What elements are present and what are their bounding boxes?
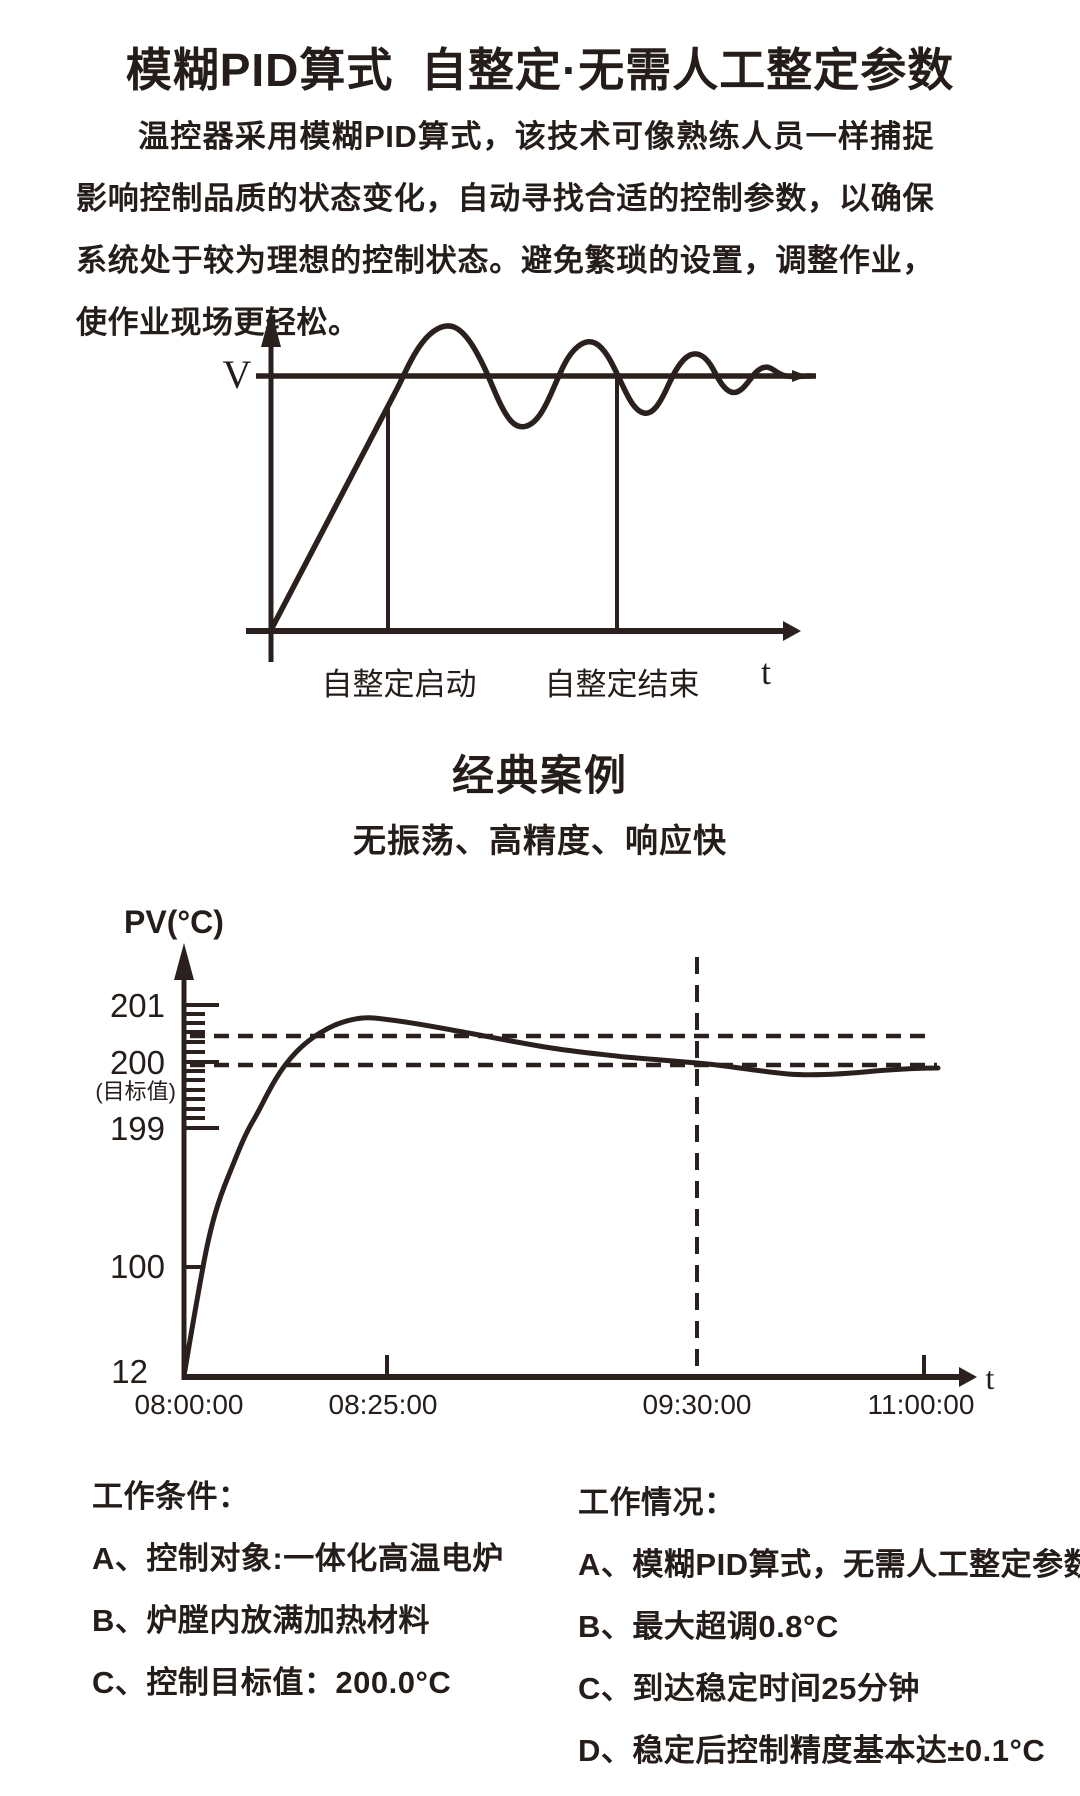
intro-paragraph: 温控器采用模糊PID算式，该技术可像熟练人员一样捕捉影响控制品质的状态变化，自动…: [76, 119, 934, 340]
list-item: D、稳定后控制精度基本达±0.1°C: [578, 1733, 1046, 1768]
working-results-heading: 工作情况：: [578, 1485, 736, 1520]
tick-label-100: 100: [110, 1248, 165, 1285]
page-title: 模糊PID算式 自整定·无需人工整定参数: [125, 44, 955, 96]
tuning-y-axis-arrow-icon: [261, 310, 281, 347]
self-tuning-figure: V t 自整定启动 自整定结束: [223, 310, 816, 702]
pv-axis-title: PV(°C): [124, 904, 224, 940]
working-conditions-heading: 工作条件：: [92, 1479, 250, 1514]
case-subtitle: 无振荡、高精度、响应快: [353, 822, 727, 859]
time-label-1100: 11:00:00: [868, 1389, 975, 1420]
time-label-0800: 08:00:00: [135, 1389, 244, 1420]
tuning-curve-end-arrow-icon: [792, 370, 808, 382]
list-item: B、炉膛内放满加热材料: [92, 1603, 430, 1638]
pv-x-ticks: [385, 1355, 926, 1377]
pv-chart-figure: PV(°C) 201 200 (目标值) 199 100 12 08:00:00…: [95, 904, 995, 1420]
pv-y-axis-arrow-icon: [174, 943, 194, 980]
tuning-x-axis-arrow-icon: [783, 621, 801, 641]
tuning-response-curve: [269, 323, 815, 631]
list-item: C、控制目标值：200.0°C: [92, 1665, 452, 1700]
working-results-list: 工作情况： A、模糊PID算式，无需人工整定参数 B、最大超调0.8°C C、到…: [578, 1486, 1080, 1796]
tick-label-199: 199: [110, 1110, 165, 1147]
target-value-note: (目标值): [95, 1079, 176, 1104]
pv-t-axis-label: t: [986, 1360, 995, 1396]
list-item: A、模糊PID算式，无需人工整定参数: [578, 1547, 1080, 1582]
tick-label-201: 201: [110, 987, 165, 1024]
list-item: A、控制对象:一体化高温电炉: [92, 1541, 504, 1576]
v-axis-label: V: [223, 352, 252, 397]
pv-curve: [181, 1015, 941, 1379]
tick-label-12: 12: [111, 1353, 148, 1390]
working-conditions-list: 工作条件： A、控制对象:一体化高温电炉 B、炉膛内放满加热材料 C、控制目标值…: [92, 1480, 504, 1728]
tuning-end-label: 自整定结束: [545, 667, 700, 702]
tick-label-200: 200: [110, 1044, 165, 1081]
pv-y-ticks: [184, 1003, 219, 1269]
case-title: 经典案例: [451, 752, 628, 799]
t-axis-label: t: [761, 652, 771, 692]
list-item: C、到达稳定时间25分钟: [578, 1671, 920, 1706]
list-item: B、最大超调0.8°C: [578, 1609, 839, 1644]
time-label-0825: 08:25:00: [329, 1389, 438, 1420]
tuning-start-label: 自整定启动: [322, 667, 477, 702]
pv-x-axis-arrow-icon: [959, 1367, 977, 1387]
time-label-0930: 09:30:00: [643, 1389, 752, 1420]
